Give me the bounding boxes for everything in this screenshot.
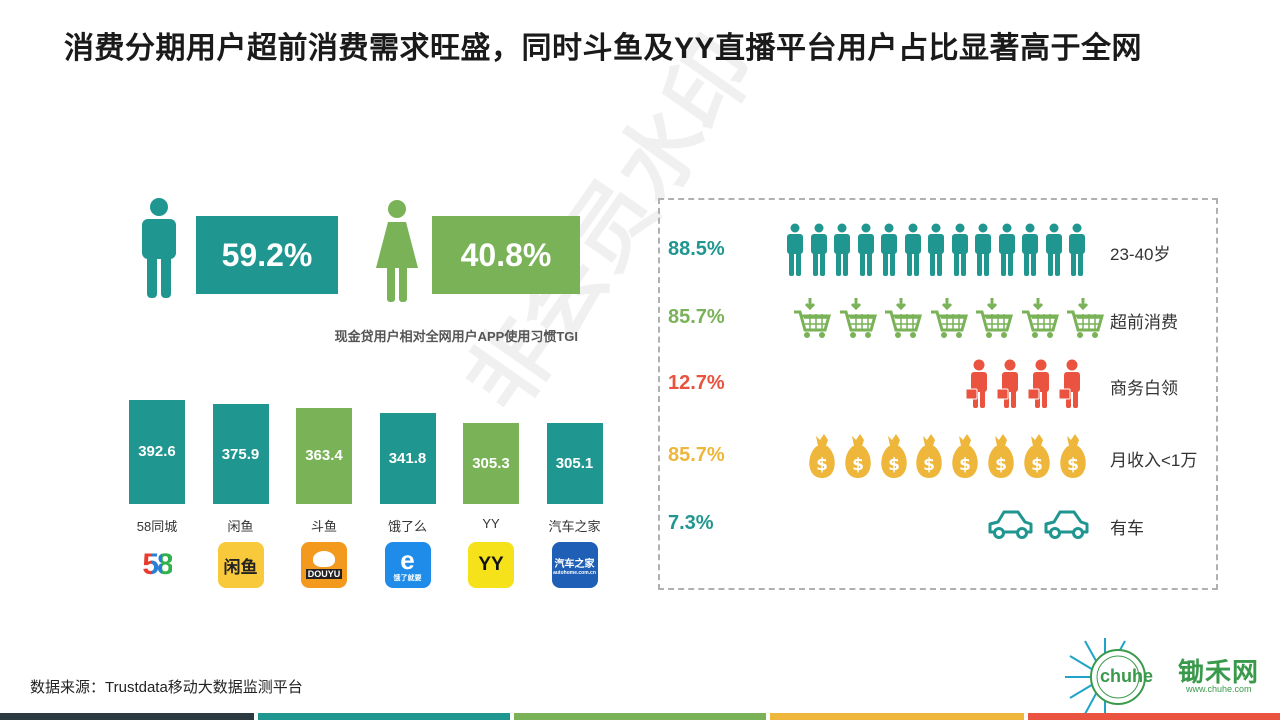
person-icon: [1044, 223, 1064, 282]
58-logo: 58: [134, 542, 180, 588]
shopping-cart-icon: [929, 296, 969, 345]
svg-text:$: $: [888, 455, 900, 475]
profile-percentage: 85.7%: [668, 306, 725, 328]
profile-percentage: 88.5%: [668, 238, 725, 260]
profile-label: 月收入<1万: [1110, 451, 1198, 470]
shopping-cart-icon: [1020, 296, 1060, 345]
person-icon: [1020, 223, 1040, 282]
person-icon: [1067, 223, 1087, 282]
douyu-logo: DOUYU: [301, 542, 347, 588]
male-percentage: 59.2%: [196, 216, 338, 294]
autohome-logo: 汽车之家 autohome.com.cn: [551, 542, 598, 588]
bar-2: 363.4: [296, 407, 352, 504]
person-icon: [973, 223, 993, 282]
bar-3: 341.8: [379, 413, 436, 504]
brand-url: www.chuhe.com: [1186, 684, 1252, 694]
strip-teal: [258, 713, 510, 720]
shopping-cart-icon: [883, 296, 923, 345]
profile-label: 超前消费: [1110, 313, 1178, 332]
logo-text: 58: [142, 548, 173, 581]
profile-label: 23-40岁: [1110, 245, 1171, 264]
category-label: YY: [482, 516, 500, 531]
money-bag-icon: $: [913, 432, 945, 485]
strip-dark: [0, 713, 254, 720]
money-bag-icon: $: [842, 432, 874, 485]
female-percentage: 40.8%: [432, 216, 580, 294]
category-label: 58同城: [136, 519, 178, 534]
money-bag-icon: $: [985, 432, 1017, 485]
brand-name: 锄禾网: [1178, 657, 1260, 687]
svg-text:$: $: [1031, 455, 1043, 475]
strip-red: [1028, 713, 1280, 720]
profile-percentage: 85.7%: [668, 444, 725, 466]
logo-subtext: autohome.com.cn: [553, 569, 596, 576]
logo-text: 闲鱼: [223, 557, 258, 577]
user-profile-panel: [658, 198, 1218, 590]
person-icon: [926, 223, 946, 282]
page-title: 消费分期用户超前消费需求旺盛，同时斗鱼及YY直播平台用户占比显著高于全网: [64, 32, 1143, 65]
logo-text: 汽车之家: [554, 558, 595, 570]
shopping-cart-icon: [792, 296, 832, 345]
businessman-icon: [965, 359, 992, 414]
person-icon: [997, 223, 1017, 282]
shopping-cart-icon: [1065, 296, 1105, 345]
person-icon: [856, 223, 876, 282]
strip-yellow: [770, 713, 1024, 720]
category-label: 汽车之家: [548, 519, 601, 534]
businessman-icon: [1027, 359, 1054, 414]
tgi-chart-title: 现金贷用户相对全网用户APP使用习惯TGI: [334, 329, 578, 344]
logo-text: e: [400, 545, 415, 575]
person-icon: [950, 223, 970, 282]
shopping-cart-icon: [838, 296, 878, 345]
logo-subtext: 饿了就要: [393, 575, 422, 582]
logo-text: YY: [478, 554, 504, 575]
businessman-icon: [996, 359, 1023, 414]
eleme-logo: e 饿了就要: [384, 542, 431, 588]
svg-text:$: $: [995, 455, 1007, 475]
shopping-cart-icon: [974, 296, 1014, 345]
bar-1: 375.9: [212, 404, 269, 504]
female-icon: [376, 200, 418, 302]
male-icon: [142, 198, 176, 298]
person-icon: [903, 223, 923, 282]
category-label: 闲鱼: [227, 519, 254, 534]
bar-4: 305.3: [463, 423, 519, 504]
yy-logo: YY: [468, 542, 514, 588]
data-source: 数据来源：Trustdata移动大数据监测平台: [30, 679, 303, 696]
person-icon: [785, 223, 805, 282]
car-icon: [986, 508, 1034, 545]
svg-text:$: $: [959, 455, 971, 475]
businessman-icon: [1058, 359, 1085, 414]
svg-text:$: $: [1067, 455, 1079, 475]
person-icon: [879, 223, 899, 282]
bar-5: 305.1: [546, 423, 603, 504]
logo-text: DOUYU: [305, 569, 343, 579]
svg-text:$: $: [852, 455, 864, 475]
chuhe-seal-logo: [1065, 638, 1146, 716]
seal-text: chuhe: [1100, 666, 1154, 686]
money-bag-icon: $: [878, 432, 910, 485]
category-label: 斗鱼: [310, 519, 337, 534]
xianyu-logo: 闲鱼: [217, 542, 264, 588]
category-label: 饿了么: [387, 519, 427, 534]
strip-green: [514, 713, 766, 720]
person-icon: [832, 223, 852, 282]
svg-text:$: $: [816, 455, 828, 475]
person-icon: [809, 223, 829, 282]
profile-label: 商务白领: [1110, 379, 1178, 398]
money-bag-icon: $: [1057, 432, 1089, 485]
profile-percentage: 12.7%: [668, 372, 725, 394]
profile-percentage: 7.3%: [668, 512, 714, 534]
money-bag-icon: $: [806, 432, 838, 485]
money-bag-icon: $: [949, 432, 981, 485]
bar-0: 392.6: [129, 399, 185, 504]
svg-text:$: $: [923, 455, 935, 475]
profile-label: 有车: [1110, 519, 1144, 538]
money-bag-icon: $: [1021, 432, 1053, 485]
car-icon: [1042, 508, 1090, 545]
